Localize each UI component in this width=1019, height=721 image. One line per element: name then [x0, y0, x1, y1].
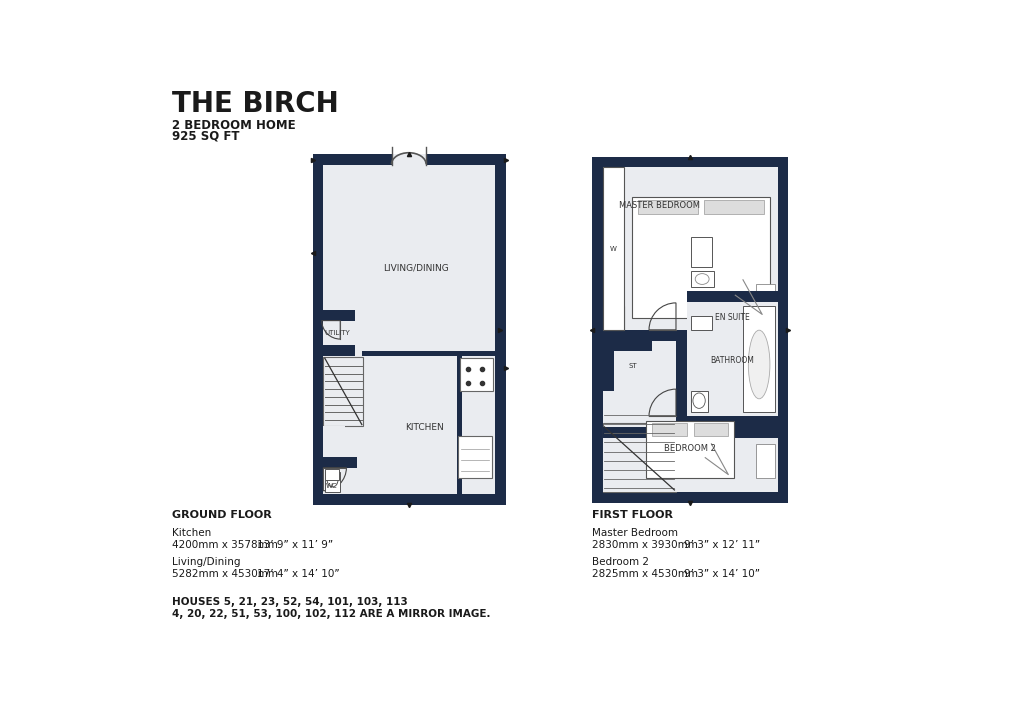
Bar: [755, 444, 774, 479]
Text: W: W: [609, 246, 616, 252]
Ellipse shape: [695, 274, 708, 284]
Bar: [755, 283, 774, 318]
Ellipse shape: [748, 330, 769, 399]
Bar: [323, 426, 344, 457]
Bar: [323, 468, 357, 494]
Text: 2830mm x 3930mm: 2830mm x 3930mm: [591, 540, 697, 550]
Text: THE BIRCH: THE BIRCH: [172, 90, 339, 118]
Text: 4200mm x 3578mm: 4200mm x 3578mm: [172, 540, 278, 550]
Bar: [602, 167, 776, 492]
Bar: [686, 302, 776, 340]
Bar: [602, 306, 624, 329]
Bar: [391, 154, 426, 166]
Text: Kitchen: Kitchen: [172, 528, 212, 538]
Bar: [613, 351, 651, 391]
Bar: [645, 420, 734, 479]
Bar: [602, 427, 776, 438]
Text: MASTER BEDROOM: MASTER BEDROOM: [618, 201, 699, 211]
Bar: [460, 358, 492, 391]
Bar: [690, 316, 711, 329]
Text: Bedroom 2: Bedroom 2: [591, 557, 648, 567]
Bar: [312, 457, 357, 505]
Bar: [676, 340, 686, 427]
Bar: [690, 270, 713, 288]
Bar: [602, 438, 776, 492]
Bar: [312, 310, 355, 356]
Bar: [742, 306, 774, 412]
Bar: [457, 356, 462, 494]
Text: GROUND FLOOR: GROUND FLOOR: [172, 510, 272, 520]
Bar: [324, 469, 338, 480]
Bar: [323, 357, 363, 426]
Ellipse shape: [327, 473, 337, 487]
Bar: [457, 356, 494, 494]
Bar: [324, 472, 340, 492]
Bar: [362, 350, 494, 356]
Text: 2825mm x 4530mm: 2825mm x 4530mm: [591, 570, 697, 579]
Bar: [602, 340, 651, 391]
Bar: [686, 302, 776, 427]
Text: 4, 20, 22, 51, 53, 100, 102, 112 ARE A MIRROR IMAGE.: 4, 20, 22, 51, 53, 100, 102, 112 ARE A M…: [172, 609, 490, 619]
Text: 9’ 3” x 12’ 11”: 9’ 3” x 12’ 11”: [684, 540, 760, 550]
Bar: [602, 167, 624, 329]
Text: 17’ 4” x 14’ 10”: 17’ 4” x 14’ 10”: [257, 570, 339, 579]
Bar: [704, 200, 763, 213]
Text: Master Bedroom: Master Bedroom: [591, 528, 678, 538]
Text: UTILITY: UTILITY: [324, 330, 351, 336]
Ellipse shape: [692, 393, 704, 408]
Bar: [312, 154, 505, 505]
Bar: [693, 423, 728, 436]
Bar: [323, 321, 338, 345]
Bar: [591, 156, 788, 503]
Bar: [651, 423, 686, 436]
Bar: [458, 436, 491, 479]
Bar: [686, 416, 776, 427]
Bar: [690, 237, 711, 267]
Bar: [632, 197, 769, 318]
Text: 13’ 9” x 11’ 9”: 13’ 9” x 11’ 9”: [257, 540, 333, 550]
Bar: [602, 423, 676, 492]
Bar: [602, 329, 776, 340]
Text: WC: WC: [325, 483, 337, 489]
Text: 9’ 3” x 14’ 10”: 9’ 3” x 14’ 10”: [684, 570, 760, 579]
Text: 2 BEDROOM HOME: 2 BEDROOM HOME: [172, 119, 296, 132]
Text: EN SUITE: EN SUITE: [714, 313, 749, 322]
Text: BEDROOM 2: BEDROOM 2: [663, 444, 715, 453]
Text: BATHROOM: BATHROOM: [709, 356, 753, 365]
Text: FIRST FLOOR: FIRST FLOOR: [591, 510, 673, 520]
Text: 5282mm x 4530mm: 5282mm x 4530mm: [172, 570, 278, 579]
Bar: [686, 291, 776, 302]
Text: HOUSES 5, 21, 23, 52, 54, 101, 103, 113: HOUSES 5, 21, 23, 52, 54, 101, 103, 113: [172, 597, 408, 607]
Text: 925 SQ FT: 925 SQ FT: [172, 130, 239, 143]
Bar: [690, 391, 707, 412]
Text: ST: ST: [628, 363, 637, 369]
Bar: [323, 165, 494, 494]
Bar: [638, 200, 697, 213]
Text: KITCHEN: KITCHEN: [405, 423, 443, 432]
Text: LIVING/DINING: LIVING/DINING: [383, 264, 449, 273]
Text: Living/Dining: Living/Dining: [172, 557, 240, 567]
Bar: [323, 321, 355, 345]
